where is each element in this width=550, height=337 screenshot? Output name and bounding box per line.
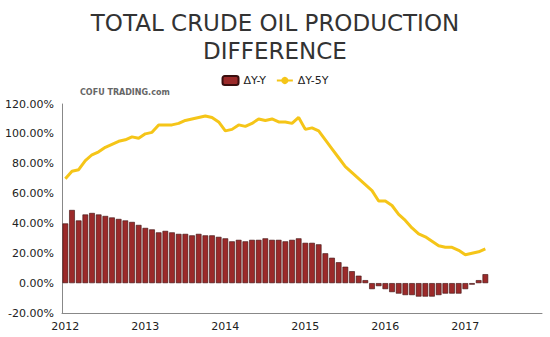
svg-text:DIFFERENCE: DIFFERENCE — [203, 38, 347, 64]
svg-text:2017: 2017 — [451, 320, 479, 333]
svg-text:2013: 2013 — [131, 320, 159, 333]
svg-text:TOTAL CRUDE OIL PRODUCTION: TOTAL CRUDE OIL PRODUCTION — [90, 10, 459, 36]
svg-text:2014: 2014 — [211, 320, 239, 333]
svg-text:100.00%: 100.00% — [5, 127, 54, 140]
svg-text:60.00%: 60.00% — [12, 187, 54, 200]
svg-text:2016: 2016 — [371, 320, 399, 333]
svg-text:2012: 2012 — [51, 320, 79, 333]
svg-text:120.00%: 120.00% — [5, 98, 54, 111]
svg-text:ΔY-5Y: ΔY-5Y — [298, 74, 329, 87]
svg-text:0.00%: 0.00% — [19, 277, 54, 290]
svg-text:COFU TRADING.com: COFU TRADING.com — [80, 88, 170, 97]
svg-text:ΔY-Y: ΔY-Y — [244, 74, 267, 87]
svg-text:80.00%: 80.00% — [12, 157, 54, 170]
svg-text:-20.00%: -20.00% — [8, 307, 54, 320]
svg-text:20.00%: 20.00% — [12, 247, 54, 260]
svg-text:40.00%: 40.00% — [12, 217, 54, 230]
svg-text:2015: 2015 — [291, 320, 319, 333]
